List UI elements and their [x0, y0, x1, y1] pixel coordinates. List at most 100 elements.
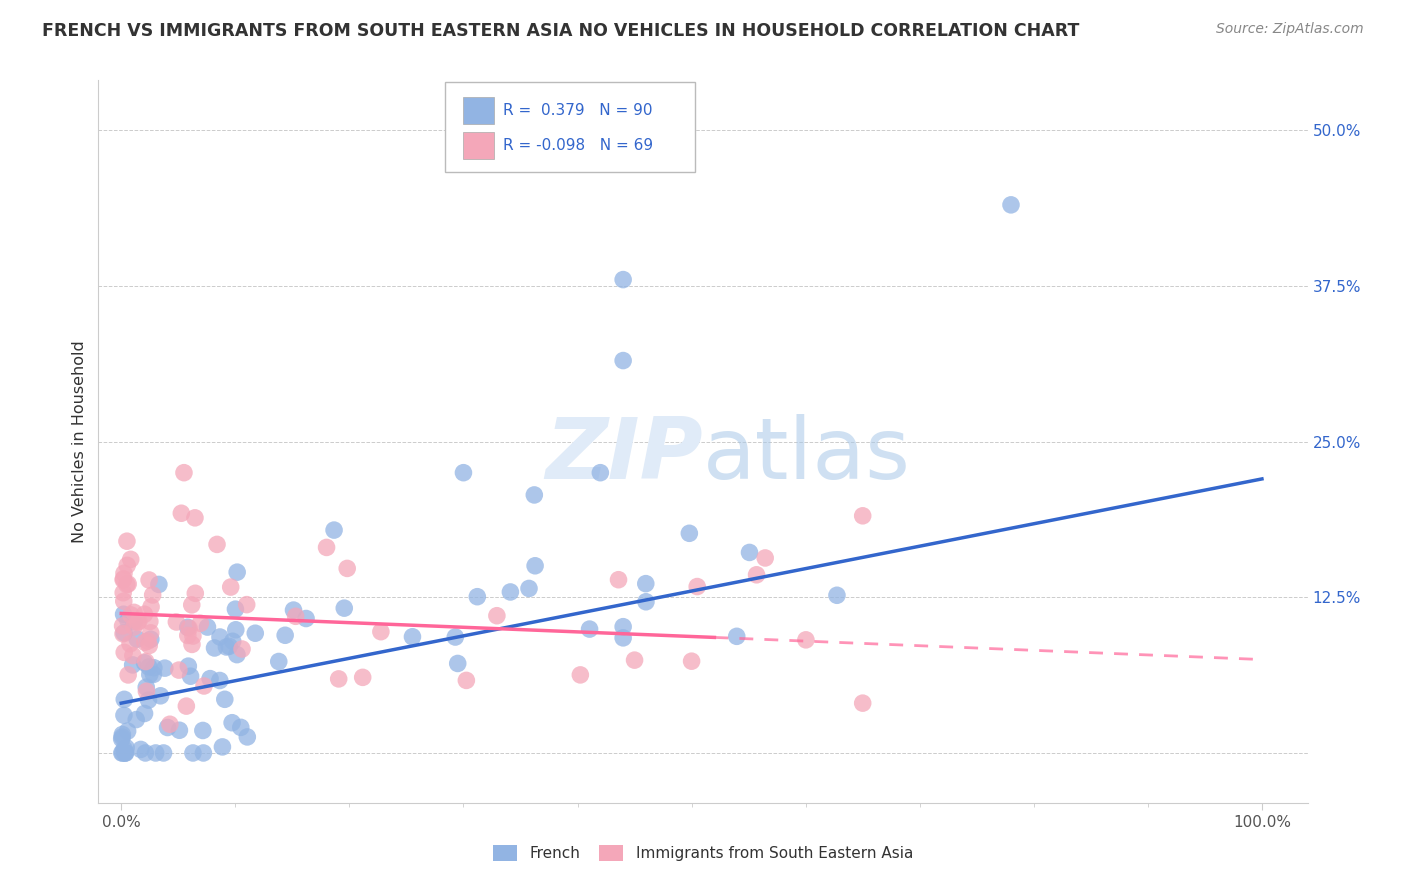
Point — [224, 602, 246, 616]
Point — [191, 723, 214, 738]
Text: atlas: atlas — [703, 415, 911, 498]
Point — [159, 717, 181, 731]
Point — [283, 603, 305, 617]
Point — [725, 629, 748, 643]
Point — [181, 629, 204, 643]
Point — [229, 720, 252, 734]
Point — [111, 746, 134, 760]
Point — [138, 639, 160, 653]
Point — [165, 615, 187, 629]
Point — [295, 611, 318, 625]
Y-axis label: No Vehicles in Household: No Vehicles in Household — [72, 340, 87, 543]
Point — [114, 746, 136, 760]
Point — [226, 565, 249, 579]
Point — [145, 746, 167, 760]
Point — [323, 523, 346, 537]
Point — [634, 595, 657, 609]
Point — [115, 740, 138, 755]
Point — [205, 537, 228, 551]
Point — [401, 630, 423, 644]
Point — [226, 648, 249, 662]
Point — [177, 628, 200, 642]
Point — [128, 614, 150, 628]
Point — [138, 660, 160, 674]
Point — [607, 573, 630, 587]
Point — [112, 645, 135, 659]
Point — [139, 626, 162, 640]
Point — [134, 607, 156, 622]
Point — [245, 626, 267, 640]
Point — [485, 608, 508, 623]
Text: R =  0.379   N = 90: R = 0.379 N = 90 — [502, 103, 652, 118]
Point — [125, 713, 148, 727]
Point — [112, 573, 135, 587]
Point — [456, 673, 478, 688]
Point — [114, 746, 136, 760]
Point — [274, 628, 297, 642]
Point — [122, 615, 145, 629]
Point — [352, 670, 374, 684]
Point — [208, 673, 231, 688]
Point — [135, 655, 157, 669]
Point — [336, 561, 359, 575]
Point — [153, 661, 176, 675]
Point — [138, 693, 160, 707]
Point — [142, 667, 165, 681]
Point — [225, 623, 247, 637]
Point — [176, 699, 198, 714]
Point — [236, 730, 259, 744]
Point — [193, 679, 215, 693]
Point — [115, 534, 138, 549]
Point — [825, 588, 848, 602]
Point — [117, 577, 139, 591]
Legend: French, Immigrants from South Eastern Asia: French, Immigrants from South Eastern As… — [486, 838, 920, 867]
Point — [114, 746, 136, 760]
Point — [127, 615, 149, 630]
Point — [578, 622, 600, 636]
Point — [112, 692, 135, 706]
Point — [678, 526, 700, 541]
Point — [134, 656, 156, 670]
Point — [190, 616, 212, 631]
Point — [138, 573, 160, 587]
Point — [121, 648, 143, 663]
Text: Source: ZipAtlas.com: Source: ZipAtlas.com — [1216, 22, 1364, 37]
Point — [180, 669, 202, 683]
Point — [370, 624, 392, 639]
Point — [215, 640, 238, 654]
Point — [177, 620, 200, 634]
Point — [623, 653, 645, 667]
Point — [134, 706, 156, 721]
Point — [235, 598, 257, 612]
Point — [315, 541, 337, 555]
Point — [852, 696, 875, 710]
Point — [111, 731, 134, 746]
Point — [139, 599, 162, 614]
Point — [208, 630, 231, 644]
Point — [1000, 198, 1022, 212]
Point — [111, 727, 134, 741]
Point — [152, 746, 174, 760]
Point — [142, 588, 165, 602]
Point — [231, 642, 253, 657]
Point — [184, 511, 207, 525]
Point — [333, 601, 356, 615]
Point — [184, 586, 207, 600]
Point — [118, 637, 141, 651]
Point — [115, 558, 138, 573]
Point — [219, 580, 242, 594]
Point — [112, 594, 135, 608]
Point — [173, 466, 195, 480]
Point — [135, 680, 157, 694]
Point — [111, 746, 134, 760]
Point — [167, 663, 190, 677]
Point — [135, 684, 157, 698]
Point — [177, 659, 200, 673]
Point — [136, 634, 159, 648]
Point — [328, 672, 350, 686]
Point — [117, 614, 139, 628]
Point — [612, 620, 634, 634]
Point — [112, 607, 135, 622]
Point — [169, 723, 191, 738]
Point — [499, 585, 522, 599]
